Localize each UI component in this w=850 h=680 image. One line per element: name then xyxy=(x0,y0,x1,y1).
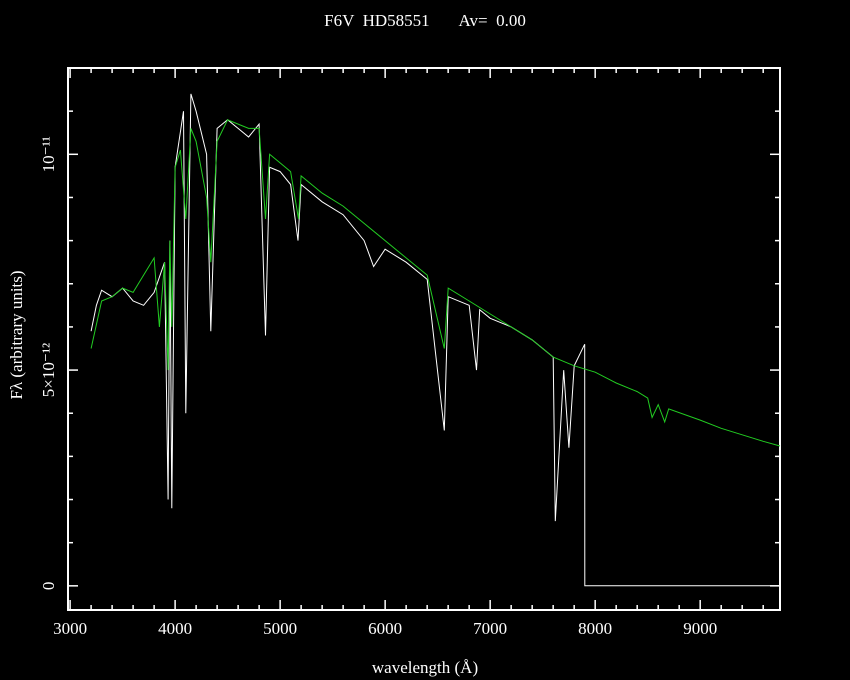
x-tick-label: 9000 xyxy=(683,619,717,638)
plot-frame xyxy=(67,67,781,611)
y-axis-label: Fλ (arbitrary units) xyxy=(7,270,26,399)
x-tick-label: 6000 xyxy=(368,619,402,638)
spectrum-line xyxy=(90,93,780,587)
x-tick-label: 4000 xyxy=(158,619,192,638)
y-tick-label: 5×10⁻¹² xyxy=(39,343,58,397)
x-axis-label: wavelength (Å) xyxy=(372,658,478,677)
spectrum-line xyxy=(90,119,781,447)
x-tick-label: 3000 xyxy=(53,619,87,638)
x-tick-label: 8000 xyxy=(578,619,612,638)
y-tick-label: 10⁻¹¹ xyxy=(39,136,58,172)
x-tick-label: 5000 xyxy=(263,619,297,638)
y-tick-label: 0 xyxy=(39,582,58,591)
x-tick-label: 7000 xyxy=(473,619,507,638)
chart-title: F6V HD58551 Av= 0.00 xyxy=(324,11,526,30)
